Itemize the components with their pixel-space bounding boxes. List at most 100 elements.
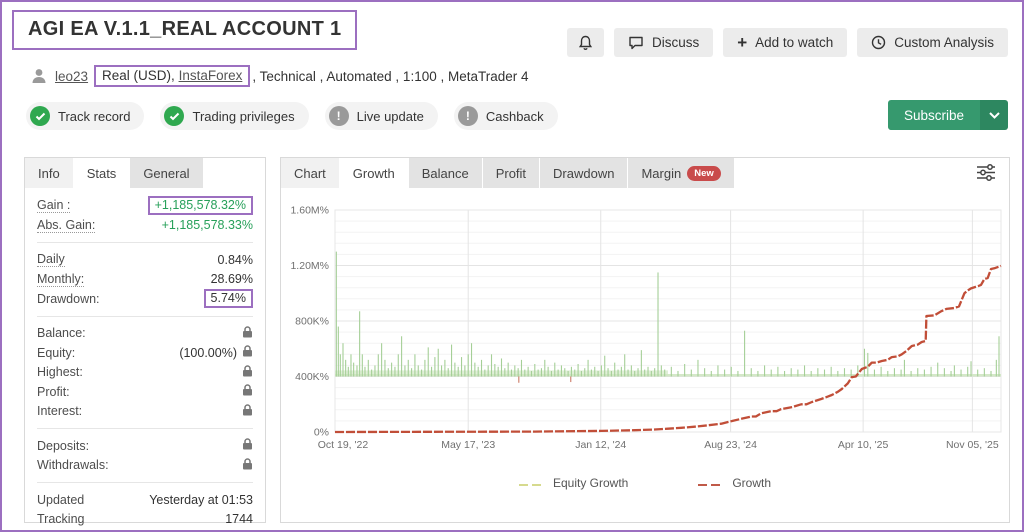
stat-label: Balance:	[37, 326, 86, 341]
stat-label[interactable]: Monthly:	[37, 271, 85, 287]
chart-settings-button[interactable]	[973, 160, 999, 187]
custom-analysis-button[interactable]: Custom Analysis	[857, 28, 1008, 57]
custom-analysis-label: Custom Analysis	[894, 35, 994, 50]
user-link[interactable]: leo23	[55, 68, 89, 84]
tab-info[interactable]: Info	[25, 158, 73, 188]
new-badge: New	[687, 165, 721, 181]
stat-row-abs-gain: Abs. Gain: +1,185,578.33%	[37, 216, 253, 236]
check-circle-icon	[164, 106, 185, 126]
subscribe-label[interactable]: Subscribe	[887, 100, 980, 130]
stat-row-tracking: Tracking 1744	[37, 510, 253, 530]
divider	[37, 315, 253, 317]
stat-row-profit: Profit:	[37, 382, 253, 402]
stat-label: Withdrawals:	[37, 458, 109, 473]
legend-growth[interactable]: Growth	[698, 476, 771, 490]
stat-row-equity: Equity: (100.00%)	[37, 343, 253, 363]
broker-link[interactable]: InstaForex	[178, 68, 243, 83]
tab-balance[interactable]: Balance	[408, 158, 482, 188]
badge-label: Live update	[356, 108, 424, 124]
stat-row-deposits: Deposits:	[37, 436, 253, 456]
svg-text:1.20M%: 1.20M%	[290, 260, 329, 272]
chart-panel: Chart Growth Balance Profit Drawdown Mar…	[280, 157, 1010, 523]
stat-row-updated: Updated Yesterday at 01:53	[37, 490, 253, 510]
stats-body: Gain : +1,185,578.32% Abs. Gain: +1,185,…	[25, 188, 265, 529]
svg-text:May 17, '23: May 17, '23	[441, 439, 495, 451]
tab-profit[interactable]: Profit	[482, 158, 540, 188]
speech-bubble-icon	[628, 35, 644, 50]
chevron-down-icon	[988, 106, 1000, 124]
exclamation-circle-icon: !	[457, 106, 478, 126]
badge-track-record[interactable]: Track record	[26, 102, 145, 130]
svg-text:Nov 05, '25: Nov 05, '25	[946, 439, 999, 451]
svg-text:400K%: 400K%	[295, 371, 329, 383]
monthly-value: 28.69%	[210, 272, 253, 287]
badge-label: Trading privileges	[192, 108, 295, 124]
page-title: AGI EA V.1.1_REAL ACCOUNT 1	[28, 18, 342, 40]
badge-cashback[interactable]: ! Cashback	[453, 102, 558, 130]
tab-general[interactable]: General	[130, 158, 203, 188]
tab-margin[interactable]: Margin New	[628, 158, 734, 188]
badge-trading-privileges[interactable]: Trading privileges	[160, 102, 309, 130]
discuss-button[interactable]: Discuss	[613, 28, 714, 57]
stat-row-withdrawals: Withdrawals:	[37, 456, 253, 476]
header-actions: Discuss + Add to watch Custom Analysis	[566, 28, 1008, 57]
stat-row-gain: Gain : +1,185,578.32%	[37, 196, 253, 216]
account-type-annotation-box: Real (USD), InstaForex	[94, 65, 251, 87]
plus-icon: +	[737, 32, 748, 52]
account-summary-line: leo23 Real (USD), InstaForex , Technical…	[30, 65, 529, 87]
stat-row-interest: Interest:	[37, 402, 253, 422]
clock-icon	[871, 35, 886, 50]
svg-text:Oct 19, '22: Oct 19, '22	[318, 439, 369, 451]
tab-drawdown[interactable]: Drawdown	[540, 158, 628, 188]
subscribe-dropdown-toggle[interactable]	[980, 100, 1008, 130]
stat-label[interactable]: Gain :	[37, 198, 71, 214]
stat-label: Deposits:	[37, 438, 90, 453]
tab-stats[interactable]: Stats	[73, 158, 130, 188]
exclamation-circle-icon: !	[328, 106, 349, 126]
add-to-watch-label: Add to watch	[755, 35, 834, 50]
legend-equity-growth[interactable]: Equity Growth	[518, 476, 628, 490]
stat-row-monthly: Monthly: 28.69%	[37, 270, 253, 290]
stat-label[interactable]: Abs. Gain:	[37, 217, 96, 233]
stat-label[interactable]: Daily	[37, 252, 65, 268]
lock-icon	[242, 326, 253, 341]
lock-icon	[242, 384, 253, 399]
badge-label: Track record	[58, 108, 131, 124]
svg-text:Apr 10, '25: Apr 10, '25	[838, 439, 889, 451]
divider	[37, 242, 253, 243]
add-to-watch-button[interactable]: + Add to watch	[723, 28, 848, 57]
stat-row-highest: Highest:	[37, 363, 253, 383]
growth-line-swatch	[698, 476, 725, 490]
bell-icon	[578, 35, 593, 51]
equity-growth-line-swatch	[518, 476, 545, 490]
svg-text:1.60M%: 1.60M%	[290, 205, 329, 217]
growth-chart[interactable]: 1.60M% 1.20M% 800K% 400K% 0%Oct 19, '22 May 1…	[289, 202, 1003, 464]
svg-text:0%: 0%	[314, 427, 329, 439]
stat-label: Equity:	[37, 345, 76, 360]
notifications-button[interactable]	[566, 28, 604, 57]
stats-panel-tabs: Info Stats General	[25, 158, 265, 188]
lock-icon	[242, 345, 253, 360]
lock-icon	[242, 365, 253, 380]
stat-label: Interest:	[37, 404, 83, 419]
chart-legend: Equity Growth Growth	[281, 476, 1009, 490]
account-type-text: Real (USD),	[102, 68, 179, 83]
svg-text:Aug 23, '24: Aug 23, '24	[704, 439, 757, 451]
badge-live-update[interactable]: ! Live update	[324, 102, 438, 130]
stat-label: Profit:	[37, 384, 70, 399]
svg-text:Jan 12, '24: Jan 12, '24	[575, 439, 626, 451]
equity-value: (100.00%)	[179, 345, 237, 360]
tab-chart[interactable]: Chart	[281, 158, 339, 188]
drawdown-value: 5.74%	[203, 289, 253, 309]
stat-label: Highest:	[37, 365, 83, 380]
daily-value: 0.84%	[217, 252, 253, 267]
gain-value: +1,185,578.32%	[147, 196, 253, 216]
stat-row-drawdown: Drawdown: 5.74%	[37, 289, 253, 309]
stat-row-balance: Balance:	[37, 324, 253, 344]
stats-panel: Info Stats General Gain : +1,185,578.32%…	[24, 157, 266, 526]
tab-growth[interactable]: Growth	[339, 158, 408, 188]
subscribe-button[interactable]: Subscribe	[887, 100, 1008, 130]
discuss-label: Discuss	[651, 35, 700, 50]
tracking-value: 1744	[225, 512, 253, 527]
